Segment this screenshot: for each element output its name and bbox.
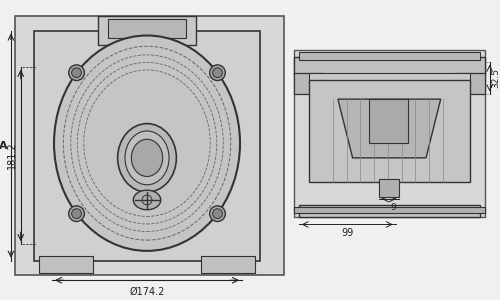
Text: 181.2: 181.2: [7, 142, 17, 169]
Bar: [294, 50, 485, 217]
Text: 99: 99: [341, 228, 353, 239]
Circle shape: [212, 68, 222, 78]
Bar: [98, 16, 196, 45]
Bar: [294, 57, 485, 75]
Circle shape: [68, 206, 84, 221]
Bar: [15, 16, 284, 275]
Bar: [456, 73, 485, 94]
Circle shape: [210, 206, 226, 221]
Circle shape: [68, 65, 84, 80]
Bar: [299, 205, 480, 217]
Bar: [34, 31, 260, 261]
Bar: [294, 73, 323, 94]
Ellipse shape: [132, 139, 162, 176]
Circle shape: [210, 65, 226, 80]
Text: 32.5: 32.5: [492, 68, 500, 88]
Bar: [201, 256, 254, 273]
Text: Ø174.2: Ø174.2: [130, 287, 164, 297]
Bar: [108, 19, 186, 38]
Text: 9: 9: [391, 203, 396, 212]
Bar: [308, 80, 470, 182]
Circle shape: [212, 209, 222, 219]
Ellipse shape: [125, 131, 169, 185]
Bar: [379, 179, 398, 197]
Bar: [294, 207, 485, 213]
Ellipse shape: [118, 124, 176, 192]
Ellipse shape: [54, 35, 240, 251]
Ellipse shape: [134, 190, 160, 210]
Text: A: A: [0, 141, 8, 151]
Circle shape: [72, 68, 82, 78]
Bar: [369, 99, 408, 143]
Bar: [308, 73, 470, 84]
Circle shape: [72, 209, 82, 219]
Bar: [299, 52, 480, 60]
Polygon shape: [338, 99, 440, 158]
Bar: [40, 256, 93, 273]
